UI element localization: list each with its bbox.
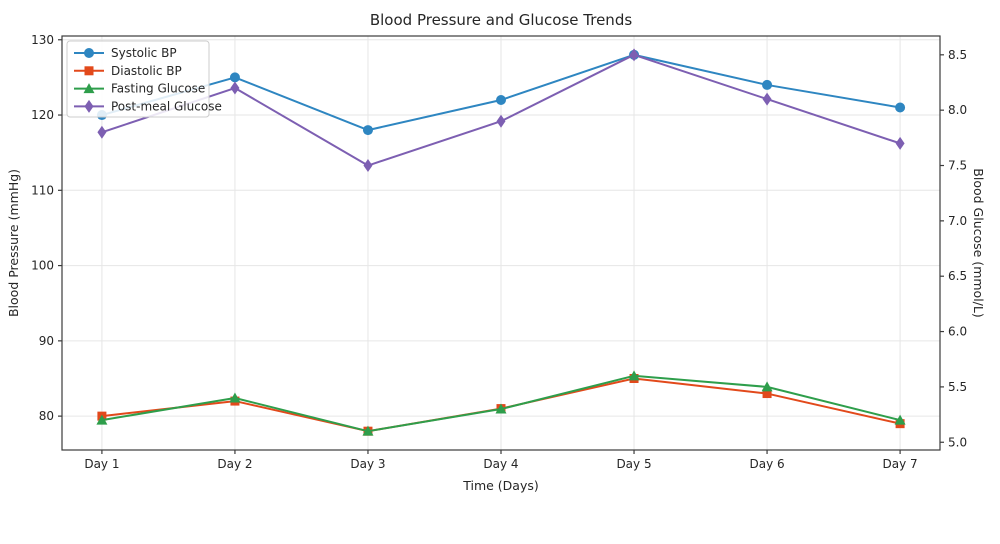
data-point-fasting-glucose [96, 414, 108, 425]
left-axis-tick-label: 130 [31, 33, 54, 47]
data-point-fasting-glucose [628, 370, 640, 381]
x-axis-tick-label: Day 2 [217, 457, 252, 471]
data-point-post-meal-glucose [629, 48, 639, 62]
legend-box [66, 40, 210, 118]
series-fasting-glucose [96, 370, 906, 436]
axis-ticks: 80 90 100 110 120 130 5.0 5.5 6.0 6.5 7.0 7.5 8.0 8.5… [31, 33, 967, 471]
legend-item-label: Post-meal Glucose [111, 99, 222, 113]
data-point-fasting-glucose [362, 425, 374, 436]
data-point-fasting-glucose [229, 392, 241, 403]
series-post-meal-glucose [97, 48, 905, 173]
legend-marker-triangle [83, 83, 95, 94]
left-axis-tick-label: 80 [39, 409, 54, 423]
x-axis-tick-label: Day 1 [84, 457, 119, 471]
left-axis-tick-label: 110 [31, 183, 54, 197]
left-axis-tick-label: 90 [39, 334, 54, 348]
legend-item-systolic-bp: Systolic BP [74, 46, 177, 60]
legend-marker-circle [84, 48, 94, 58]
data-point-post-meal-glucose [496, 114, 506, 128]
legend-item-label: Systolic BP [111, 46, 177, 60]
right-axis-tick-label: 6.5 [948, 269, 967, 283]
data-point-systolic-bp [895, 102, 906, 113]
legend-item-diastolic-bp: Diastolic BP [74, 64, 182, 78]
data-point-post-meal-glucose [230, 81, 240, 95]
data-point-post-meal-glucose [97, 125, 107, 139]
legend-item-fasting-glucose: Fasting Glucose [74, 82, 205, 96]
data-point-systolic-bp [362, 125, 373, 136]
data-point-post-meal-glucose [895, 136, 905, 150]
data-point-post-meal-glucose [363, 159, 373, 173]
plot-area: 80 90 100 110 120 130 5.0 5.5 6.0 6.5 7.0 7.5 8.0 8.5… [31, 33, 967, 471]
x-axis-label: Time (Days) [462, 478, 539, 493]
data-point-fasting-glucose [761, 381, 773, 392]
data-point-post-meal-glucose [762, 92, 772, 106]
x-axis-tick-label: Day 6 [749, 457, 784, 471]
right-axis-tick-label: 7.0 [948, 214, 967, 228]
right-axis-tick-label: 5.5 [948, 380, 967, 394]
left-axis-tick-label: 100 [31, 259, 54, 273]
right-axis-tick-label: 7.5 [948, 159, 967, 173]
y-axis-label-left: Blood Pressure (mmHg) [6, 169, 21, 317]
chart-title: Blood Pressure and Glucose Trends [370, 11, 632, 29]
legend-item-post-meal-glucose: Post-meal Glucose [74, 99, 222, 113]
data-point-systolic-bp [762, 79, 773, 90]
legend: Systolic BP Diastolic BP Fasting Glucose Po… [66, 40, 222, 118]
x-axis-tick-label: Day 3 [350, 457, 385, 471]
right-axis-tick-label: 6.0 [948, 325, 967, 339]
data-point-fasting-glucose [894, 414, 906, 425]
right-axis-tick-label: 8.0 [948, 103, 967, 117]
x-axis-tick-label: Day 4 [483, 457, 518, 471]
data-point-systolic-bp [496, 94, 506, 105]
y-axis-label-right: Blood Glucose (mmol/L) [971, 168, 986, 317]
left-axis-tick-label: 120 [31, 108, 54, 122]
legend-item-label: Diastolic BP [111, 64, 182, 78]
x-axis-tick-label: Day 7 [883, 457, 918, 471]
data-point-systolic-bp [229, 72, 240, 83]
legend-marker-diamond [84, 99, 94, 113]
legend-item-label: Fasting Glucose [111, 82, 205, 96]
data-point-fasting-glucose [495, 403, 507, 414]
legend-marker-square [84, 66, 94, 76]
data-point-diastolic-bp [762, 389, 772, 399]
x-axis-tick-label: Day 5 [616, 457, 651, 471]
right-axis-tick-label: 8.5 [948, 48, 967, 62]
right-axis-tick-label: 5.0 [948, 435, 967, 449]
